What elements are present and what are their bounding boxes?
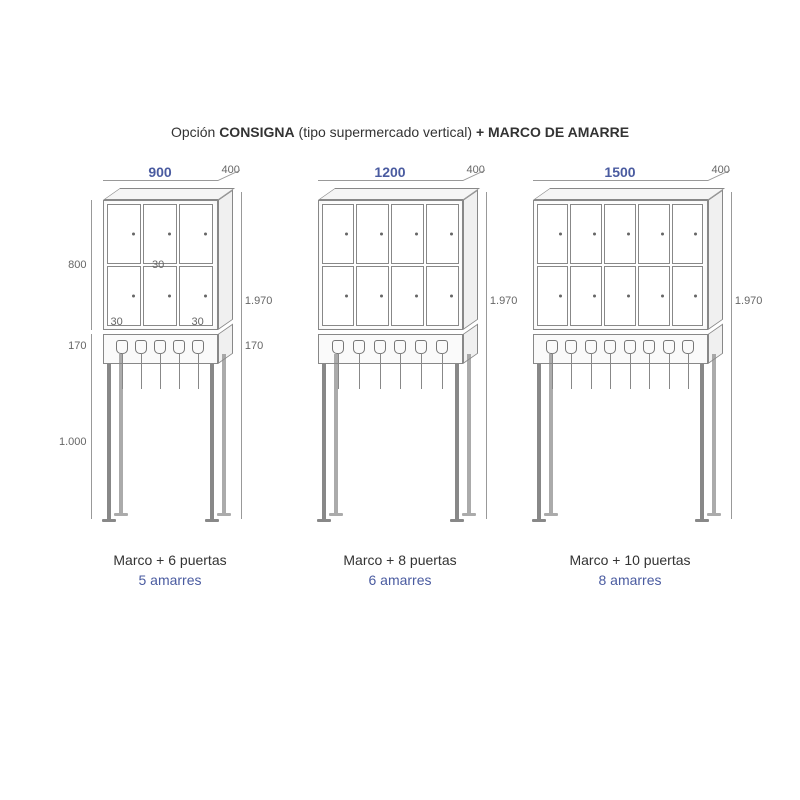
mooring-hook [624,340,636,354]
locker-door [179,204,213,264]
dim-total-height: 1.970 [490,295,518,307]
door-grid [318,200,463,330]
caption-moorings: 8 amarres [520,572,740,588]
locker-door [570,204,602,264]
title-part3: (tipo supermercado vertical) [295,124,476,140]
caption-doors: Marco + 10 puertas [520,552,740,568]
locker-door [322,266,355,326]
title-part1: Opción [171,124,219,140]
mooring-hook [135,340,147,354]
dim-door-gap: 30 [192,316,204,328]
cabinet-top [103,188,235,200]
hook-row [324,340,457,358]
leg [455,364,459,519]
locker-door [638,204,670,264]
leg [210,364,214,519]
mooring-hook [436,340,448,354]
dim-door-gap: 30 [111,316,123,328]
mooring-hook [374,340,386,354]
mooring-hook [565,340,577,354]
mooring-hook [663,340,675,354]
cabinet-side [463,189,478,330]
mooring-hook [192,340,204,354]
locker-door [322,204,355,264]
cabinet-side [218,189,233,330]
locker-door [356,266,389,326]
locker-door [391,204,424,264]
dim-rail-height: 170 [68,340,86,352]
cabinet-top [533,188,725,200]
dim-width: 1200 [318,164,463,180]
caption-doors: Marco + 8 puertas [290,552,510,568]
mooring-hook [585,340,597,354]
leg [537,364,541,519]
title-part4: + MARCO DE AMARRE [476,124,629,140]
dim-total-height: 1.970 [735,295,763,307]
mooring-hook [332,340,344,354]
locker-door [143,204,177,264]
hook-row [539,340,702,358]
mooring-hook [154,340,166,354]
locker-door [426,266,459,326]
leg [107,364,111,519]
locker-door [537,204,569,264]
caption-moorings: 6 amarres [290,572,510,588]
mooring-hook [643,340,655,354]
locker-door [391,266,424,326]
hook-row [109,340,212,358]
mooring-hook [353,340,365,354]
leg [322,364,326,519]
locker-door [356,204,389,264]
cabinet-side [708,189,723,330]
locker-door [604,266,636,326]
title-part2: CONSIGNA [219,124,294,140]
mooring-hook [682,340,694,354]
leg [700,364,704,519]
locker-door [143,266,177,326]
page-title: Opción CONSIGNA (tipo supermercado verti… [0,124,800,140]
mooring-hook [546,340,558,354]
caption-moorings: 5 amarres [60,572,280,588]
dim-leg-height: 1.000 [59,436,87,448]
dim-width: 1500 [533,164,708,180]
locker-door [426,204,459,264]
dim-door-gap: 30 [152,259,164,271]
caption-doors: Marco + 6 puertas [60,552,280,568]
mooring-hook [415,340,427,354]
dim-width: 900 [103,164,218,180]
locker-unit-1500: 15004001.970Marco + 10 puertas8 amarres [520,160,740,600]
locker-unit-1200: 12004001.970Marco + 8 puertas6 amarres [290,160,510,600]
mooring-hook [173,340,185,354]
dim-total-height: 1.970 [245,295,273,307]
locker-door [638,266,670,326]
locker-door [537,266,569,326]
cabinet-top [318,188,480,200]
locker-door [107,204,141,264]
locker-unit-900: 9004003030301.9701708001701.000Marco + 6… [60,160,280,600]
dim-cabinet-height: 800 [68,259,86,271]
mooring-hook [394,340,406,354]
door-grid [533,200,708,330]
dim-rail-height-right: 170 [245,340,263,352]
locker-door [672,204,704,264]
mooring-hook [604,340,616,354]
locker-door [672,266,704,326]
locker-door [570,266,602,326]
mooring-hook [116,340,128,354]
diagrams-container: 9004003030301.9701708001701.000Marco + 6… [60,160,740,600]
locker-door [604,204,636,264]
